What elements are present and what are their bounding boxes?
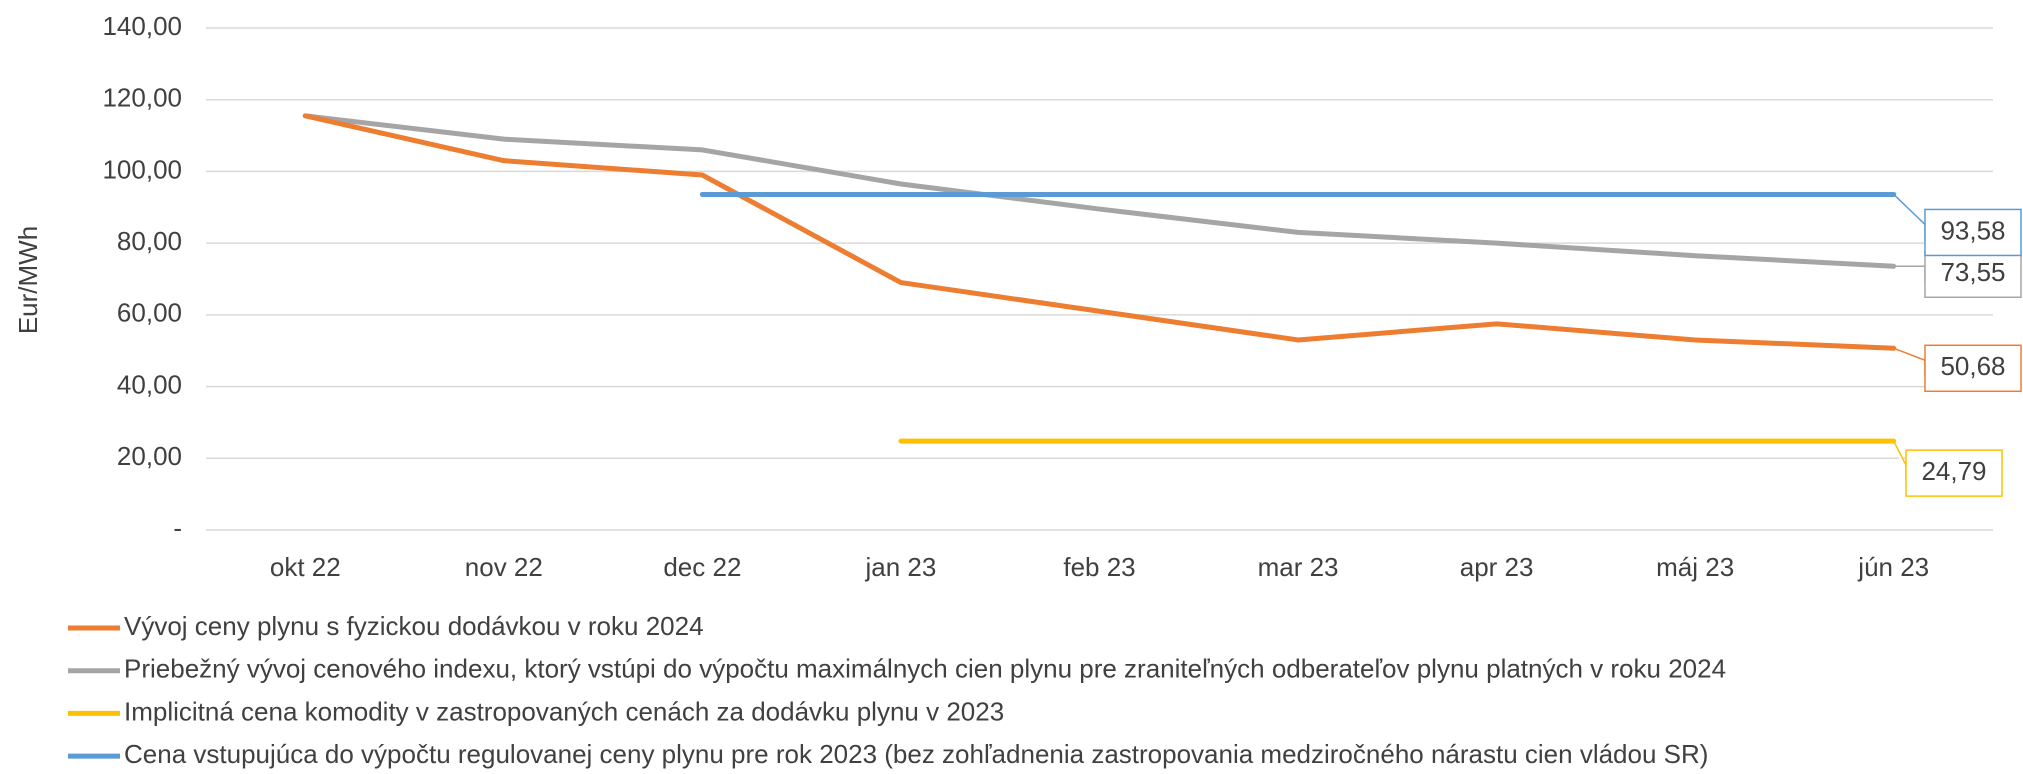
callout-pointer bbox=[1893, 440, 1907, 482]
callout-box bbox=[1924, 208, 2022, 257]
legend-label: Cena vstupujúca do výpočtu regulovanej c… bbox=[124, 739, 1708, 769]
y-tick-label: - bbox=[173, 513, 182, 543]
x-tick-label: máj 23 bbox=[1656, 552, 1734, 582]
y-axis-label: Eur/MWh bbox=[13, 226, 43, 334]
x-tick-label: jún 23 bbox=[1857, 552, 1929, 582]
x-tick-label: feb 23 bbox=[1063, 552, 1135, 582]
y-tick-label: 40,00 bbox=[117, 369, 182, 399]
legend-label: Implicitná cena komodity v zastropovanýc… bbox=[124, 696, 1004, 726]
callout-pointer bbox=[1893, 265, 1926, 283]
y-tick-label: 80,00 bbox=[117, 226, 182, 256]
legend-label: Priebežný vývoj cenového indexu, ktorý v… bbox=[124, 654, 1726, 684]
data-label: 24,79 bbox=[1921, 456, 1986, 486]
x-tick-label: dec 22 bbox=[663, 552, 741, 582]
y-tick-label: 20,00 bbox=[117, 441, 182, 471]
x-tick-label: mar 23 bbox=[1258, 552, 1339, 582]
y-tick-label: 60,00 bbox=[117, 298, 182, 328]
callout-box bbox=[1924, 344, 2022, 393]
data-label: 50,68 bbox=[1940, 351, 2005, 381]
callout-pointer bbox=[1893, 193, 1926, 241]
data-label: 93,58 bbox=[1940, 215, 2005, 245]
data-label: 73,55 bbox=[1940, 257, 2005, 287]
y-tick-label: 100,00 bbox=[102, 154, 182, 184]
y-tick-label: 120,00 bbox=[102, 83, 182, 113]
callout-pointer bbox=[1893, 347, 1926, 377]
x-tick-label: okt 22 bbox=[270, 552, 341, 582]
series-line bbox=[302, 113, 1897, 269]
x-tick-label: nov 22 bbox=[465, 552, 543, 582]
y-tick-label: 140,00 bbox=[102, 11, 182, 41]
callout-box bbox=[1905, 449, 2003, 497]
x-tick-label: apr 23 bbox=[1460, 552, 1534, 582]
series-line bbox=[302, 113, 1897, 351]
legend-label: Vývoj ceny plynu s fyzickou dodávkou v r… bbox=[124, 611, 704, 641]
x-tick-label: jan 23 bbox=[865, 552, 937, 582]
